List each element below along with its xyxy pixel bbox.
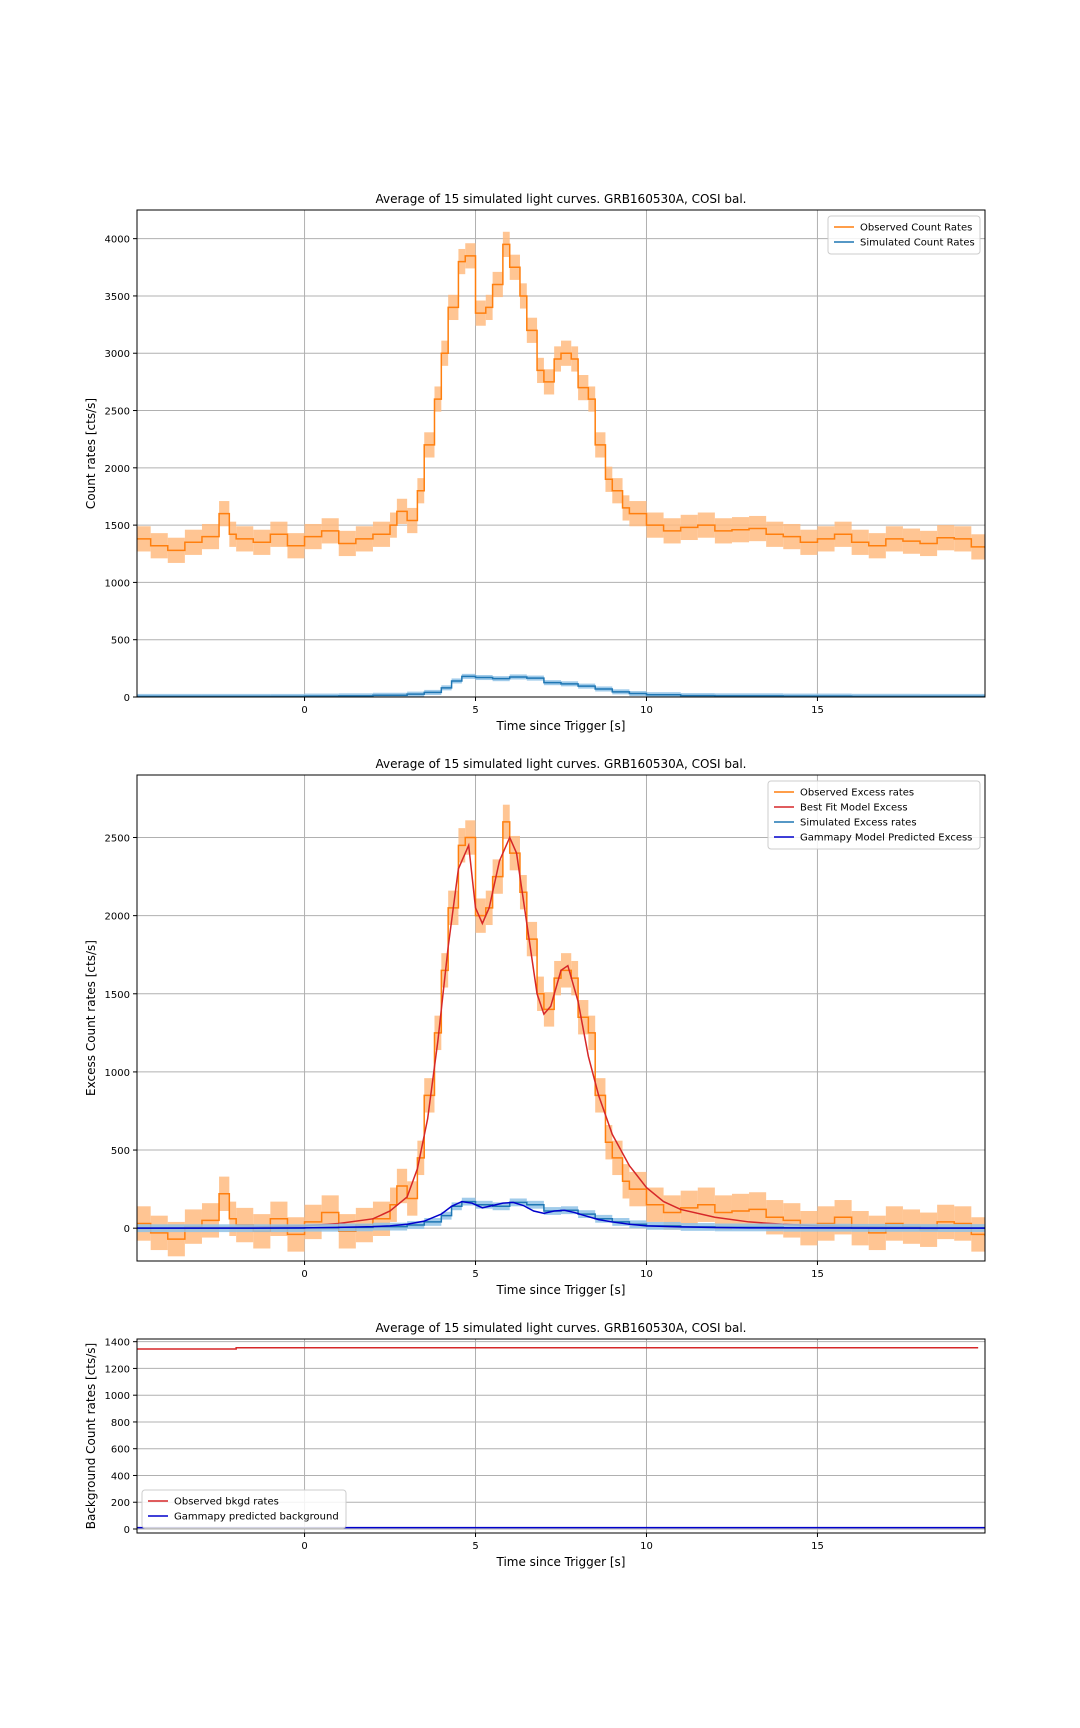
series-line [137,835,985,1229]
y-tick-label: 400 [111,1471,130,1482]
x-axis-label: Time since Trigger [s] [496,1283,626,1297]
legend: Observed Count Rates Simulated Count Rate… [827,215,981,255]
x-tick-label: 5 [472,1269,478,1280]
y-tick-label: 2500 [105,407,130,418]
legend-entry: Observed Excess rates [800,788,914,799]
axes-frame [136,774,986,1262]
x-tick-label: 5 [472,705,478,716]
legend-entry: Best Fit Model Excess [800,803,908,814]
x-axis-label: Time since Trigger [s] [496,719,626,733]
x-tick-label: 10 [640,1269,653,1280]
y-tick-label: 500 [111,636,130,647]
error-band-segment [137,693,202,697]
y-axis-label: Excess Count rates [cts/s] [84,940,98,1096]
plot-area [137,804,985,1257]
legend-entry: Gammapy predicted background [174,1512,339,1523]
x-tick-label: 0 [301,705,307,716]
y-tick-label: 3500 [105,292,130,303]
legend-entry: Simulated Count Rates [860,238,975,249]
y-tick-label: 1000 [105,1068,130,1079]
error-band-segment [783,693,852,697]
y-tick-label: 1400 [105,1338,130,1349]
error-band-segment [304,693,339,697]
series-line [137,821,985,1240]
legend-box [827,215,981,255]
y-tick-label: 1000 [105,578,130,589]
legend-entry: Simulated Excess rates [800,818,917,829]
chart-panel-3: 0 5 10 15 0 200 400 600 800 1000 1200 1400 Average o… [84,1321,986,1569]
legend-entry: Observed bkgd rates [174,1497,279,1508]
error-band-segment [201,693,271,697]
x-axis-label: Time since Trigger [s] [496,1555,626,1569]
axes-frame [136,209,986,698]
chart-panel-1: 0 5 10 15 0 500 1000 1500 2000 2500 3000 3500 4000 Av… [84,192,986,733]
y-tick-label: 1000 [105,1391,130,1402]
x-tick-label: 15 [811,1269,824,1280]
y-tick-label: 0 [124,1525,130,1536]
y-tick-label: 600 [111,1445,130,1456]
legend-entry: Observed Count Rates [860,223,972,234]
axes-frame [136,1338,986,1534]
y-tick-label: 0 [124,693,130,704]
x-tick-label: 0 [301,1541,307,1552]
legend-entry: Gammapy Model Predicted Excess [800,833,972,844]
y-tick-label: 1500 [105,990,130,1001]
y-tick-label: 1200 [105,1364,130,1375]
y-axis-label: Background Count rates [cts/s] [84,1343,98,1530]
chart-title: Average of 15 simulated light curves. GR… [376,192,747,206]
plot-area [137,231,985,697]
error-band-segment [851,693,921,697]
chart-panel-2: 0 5 10 15 0 500 1000 1500 2000 2500 Average of 15 … [84,757,986,1297]
chart-title: Average of 15 simulated light curves. GR… [376,1321,747,1335]
legend: Observed Excess rates Best Fit Model Exce… [767,780,981,850]
x-tick-label: 0 [301,1269,307,1280]
y-tick-label: 2000 [105,464,130,475]
chart-title: Average of 15 simulated light curves. GR… [376,757,747,771]
y-tick-label: 0 [124,1224,130,1235]
y-tick-label: 200 [111,1498,130,1509]
x-tick-label: 15 [811,1541,824,1552]
y-tick-label: 500 [111,1146,130,1157]
series-line [137,675,985,697]
y-tick-label: 2000 [105,912,130,923]
series-line [137,1346,979,1350]
y-tick-label: 3000 [105,349,130,360]
x-tick-label: 15 [811,705,824,716]
x-tick-label: 10 [640,1541,653,1552]
legend: Observed bkgd rates Gammapy predicted bac… [141,1489,347,1529]
y-tick-label: 4000 [105,235,130,246]
x-tick-label: 10 [640,705,653,716]
error-band-segment [270,693,305,697]
legend-box [767,780,981,850]
error-band-segment [920,693,985,697]
x-tick-label: 5 [472,1541,478,1552]
series-line [137,243,985,552]
series-line [137,1200,985,1229]
y-axis-label: Count rates [cts/s] [84,398,98,509]
y-tick-label: 2500 [105,834,130,845]
y-tick-label: 1500 [105,521,130,532]
y-tick-label: 800 [111,1418,130,1429]
legend-box [141,1489,347,1529]
